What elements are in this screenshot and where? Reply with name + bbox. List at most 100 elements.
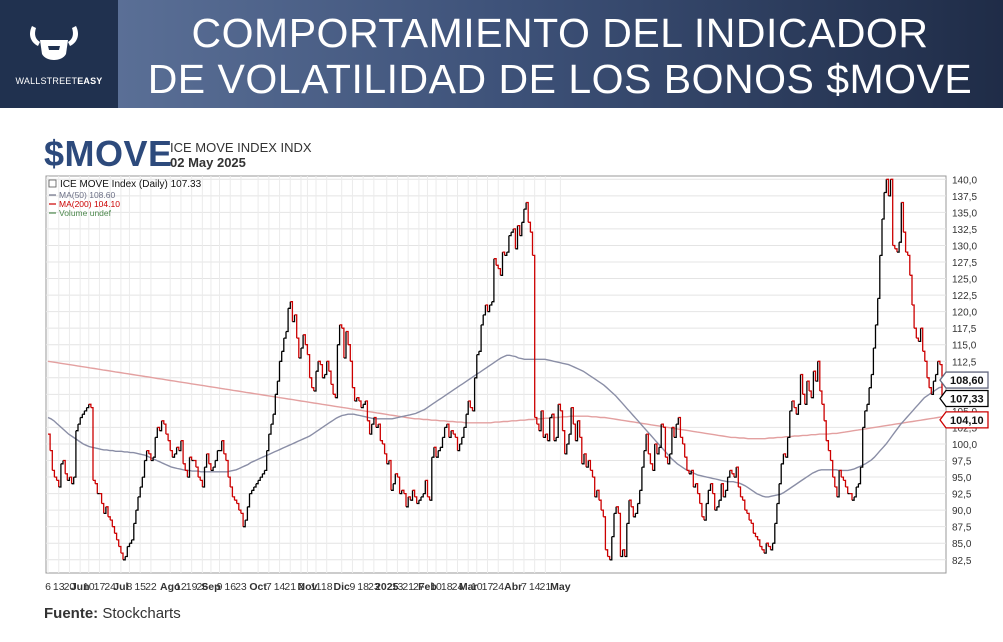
- x-tick-label: 19: [186, 581, 198, 593]
- index-segment: [371, 417, 375, 425]
- x-tick-label: 16: [224, 581, 236, 593]
- plot-area: [45, 175, 947, 574]
- x-tick-label: 7: [266, 581, 272, 593]
- index-segment: [202, 467, 206, 488]
- index-segment: [346, 330, 349, 345]
- index-segment: [457, 444, 461, 452]
- y-tick-label: 102,5: [952, 423, 977, 434]
- index-segment: [249, 490, 253, 495]
- index-segment: [448, 430, 452, 439]
- index-segment: [493, 258, 497, 266]
- index-segment: [219, 440, 223, 452]
- index-segment: [809, 390, 812, 398]
- x-tick-label: 6: [45, 581, 51, 593]
- index-segment: [757, 539, 761, 547]
- index-segment: [725, 477, 729, 491]
- index-segment: [273, 394, 276, 415]
- index-segment: [680, 436, 684, 444]
- index-segment: [54, 476, 58, 481]
- y-tick-label: 132,5: [952, 225, 977, 236]
- index-segment: [704, 503, 707, 521]
- index-segment: [174, 447, 178, 455]
- index-segment: [200, 479, 204, 487]
- index-segment: [611, 513, 615, 538]
- y-tick-label: 92,5: [952, 490, 972, 501]
- index-segment: [584, 453, 587, 468]
- x-tick-label: 12: [175, 581, 187, 593]
- index-segment: [101, 502, 105, 514]
- index-segment: [481, 314, 484, 326]
- index-segment: [52, 469, 56, 478]
- index-segment: [569, 407, 572, 435]
- index-segment: [232, 496, 236, 501]
- ticker-symbol: $MOVE: [44, 133, 173, 174]
- index-segment: [667, 453, 671, 465]
- index-segment: [644, 434, 647, 452]
- index-segment: [541, 410, 544, 438]
- index-segment: [656, 447, 660, 455]
- index-segment: [365, 400, 369, 421]
- index-segment: [373, 416, 377, 428]
- index-segment: [236, 502, 240, 511]
- index-segment: [155, 427, 158, 439]
- index-segment: [854, 487, 857, 498]
- index-segment: [277, 361, 281, 382]
- index-segment: [423, 480, 426, 495]
- index-segment: [821, 403, 825, 421]
- index-segment: [187, 457, 191, 478]
- index-segment: [875, 298, 879, 326]
- index-segment: [551, 413, 555, 441]
- index-segment: [487, 305, 491, 313]
- index-segment: [459, 437, 463, 445]
- index-segment: [251, 487, 255, 491]
- index-segment: [624, 523, 628, 558]
- index-segment: [470, 406, 474, 411]
- index-segment: [935, 361, 939, 376]
- index-segment: [502, 251, 506, 256]
- x-tick-label: 10: [83, 581, 95, 593]
- index-segment: [609, 536, 613, 561]
- index-segment: [695, 483, 699, 494]
- index-segment: [734, 467, 737, 478]
- index-segment: [95, 483, 98, 494]
- index-segment: [303, 334, 306, 345]
- index-segment: [391, 483, 394, 491]
- index-segment: [929, 387, 932, 395]
- index-segment: [455, 436, 459, 451]
- index-segment: [258, 477, 261, 482]
- last-value-tag: 108,60: [939, 371, 989, 389]
- index-segment: [721, 483, 724, 497]
- index-segment: [401, 489, 405, 494]
- index-segment: [358, 400, 362, 408]
- legend-candle-icon: [48, 179, 57, 188]
- x-tick-label: 13: [53, 581, 65, 593]
- index-segment: [933, 374, 937, 382]
- index-segment: [247, 493, 251, 508]
- index-segment: [301, 334, 304, 349]
- index-segment: [882, 192, 885, 220]
- index-segment: [860, 427, 864, 468]
- index-segment: [395, 473, 399, 478]
- y-tick-label: 122,5: [952, 291, 977, 302]
- index-segment: [416, 500, 420, 505]
- index-segment: [478, 324, 482, 352]
- index-segment: [350, 360, 354, 388]
- index-segment: [560, 410, 564, 431]
- index-segment: [138, 487, 141, 498]
- index-segment: [607, 555, 611, 560]
- index-segment: [163, 423, 167, 435]
- x-tick-label: 11: [311, 581, 322, 593]
- index-segment: [706, 490, 709, 505]
- index-segment: [221, 440, 225, 454]
- index-segment: [142, 460, 146, 478]
- index-segment: [320, 363, 324, 378]
- index-segment: [185, 469, 189, 478]
- index-segment: [665, 456, 669, 464]
- index-segment: [751, 522, 754, 534]
- index-segment: [828, 449, 832, 461]
- index-segment: [498, 267, 502, 276]
- source-label: Fuente:: [44, 605, 99, 622]
- index-segment: [684, 456, 688, 471]
- index-segment: [869, 374, 872, 389]
- index-segment: [678, 416, 682, 438]
